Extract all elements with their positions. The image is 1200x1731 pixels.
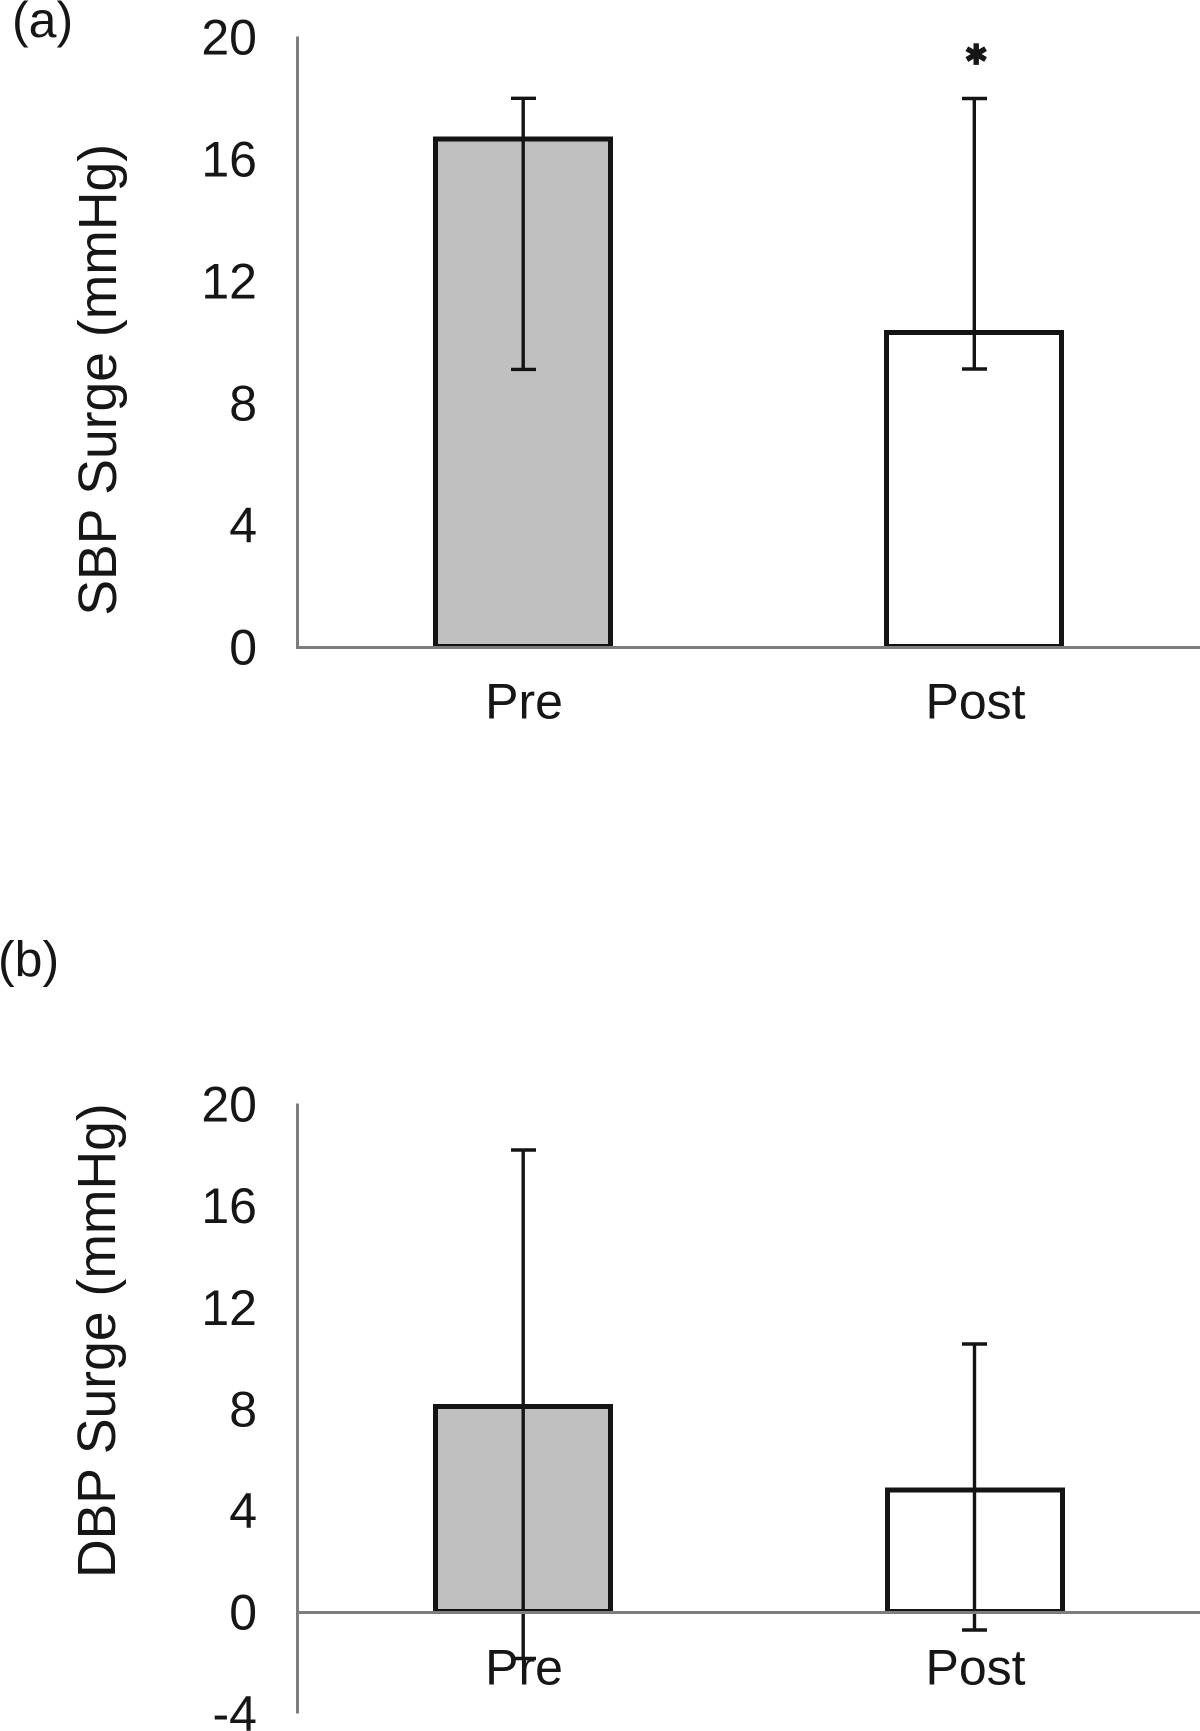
svg-text:8: 8	[229, 1381, 257, 1437]
svg-text:20: 20	[201, 9, 257, 65]
svg-text:4: 4	[229, 497, 257, 553]
svg-text:4: 4	[229, 1483, 257, 1539]
svg-text:16: 16	[201, 131, 257, 187]
svg-text:12: 12	[201, 1280, 257, 1336]
svg-text:0: 0	[229, 1585, 257, 1641]
svg-text:Post: Post	[925, 1640, 1025, 1696]
svg-text:16: 16	[201, 1178, 257, 1234]
svg-text:Post: Post	[925, 674, 1025, 730]
svg-text:20: 20	[201, 1077, 257, 1133]
svg-text:Pre: Pre	[485, 674, 563, 730]
svg-text:(a): (a)	[12, 0, 73, 48]
svg-text:SBP Surge (mmHg): SBP Surge (mmHg)	[69, 144, 128, 616]
svg-text:-4: -4	[213, 1686, 257, 1731]
svg-text:12: 12	[201, 253, 257, 309]
svg-text:8: 8	[229, 375, 257, 431]
svg-text:(b): (b)	[0, 932, 59, 988]
svg-text:DBP Surge (mmHg): DBP Surge (mmHg)	[68, 1103, 127, 1578]
svg-text:0: 0	[229, 619, 257, 675]
svg-text:Pre: Pre	[485, 1640, 563, 1696]
